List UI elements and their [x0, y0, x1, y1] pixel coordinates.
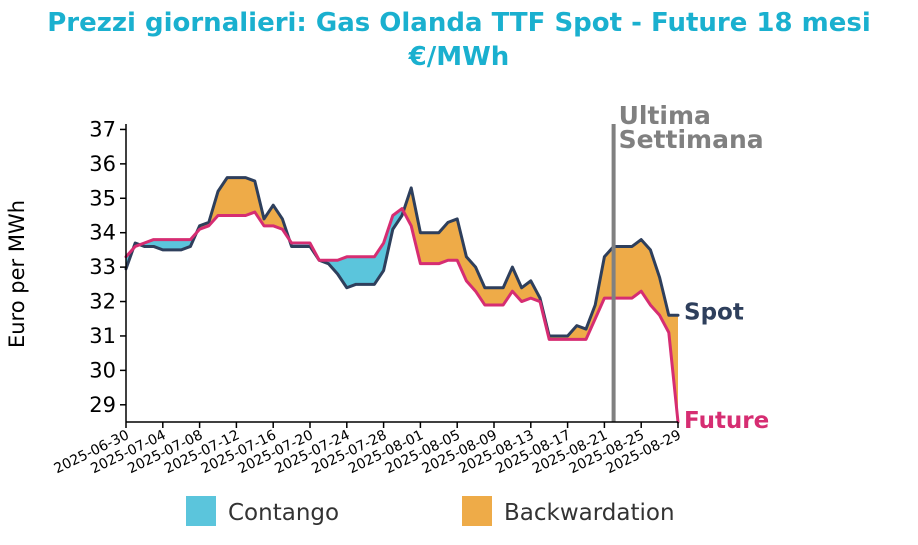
- y-axis-label: Euro per MWh: [5, 200, 29, 348]
- series-lines: [124, 176, 680, 424]
- end-label-future: Future: [684, 408, 769, 434]
- y-tick-label: 31: [89, 324, 116, 348]
- legend-swatch-backwardation: [462, 496, 492, 526]
- legend: Contango Backwardation: [186, 496, 675, 526]
- axes: 2930313233343536372025-06-302025-07-0420…: [52, 117, 684, 477]
- y-tick-label: 36: [89, 152, 116, 176]
- y-tick-label: 32: [89, 290, 116, 314]
- backwardation-area: [196, 177, 290, 240]
- chart-title: Prezzi giornalieri: Gas Olanda TTF Spot …: [47, 8, 871, 38]
- y-tick-label: 33: [89, 255, 116, 279]
- annotation-line1: Ultima: [619, 101, 711, 130]
- annotation-line2: Settimana: [619, 125, 764, 154]
- legend-label-backwardation: Backwardation: [504, 500, 675, 526]
- y-tick-label: 35: [89, 186, 116, 210]
- y-tick-label: 29: [89, 393, 116, 417]
- legend-swatch-contango: [186, 496, 216, 526]
- y-tick-label: 37: [89, 117, 116, 141]
- contango-area: [289, 239, 320, 261]
- end-labels: Spot Future: [684, 299, 769, 434]
- chart-subtitle: €/MWh: [408, 42, 510, 72]
- legend-label-contango: Contango: [228, 500, 339, 526]
- series-line-future: [124, 207, 680, 424]
- series-line-spot: [124, 176, 680, 338]
- end-label-spot: Spot: [684, 299, 744, 325]
- contango-area: [319, 208, 404, 288]
- y-tick-label: 30: [89, 358, 116, 382]
- y-tick-label: 34: [89, 221, 116, 245]
